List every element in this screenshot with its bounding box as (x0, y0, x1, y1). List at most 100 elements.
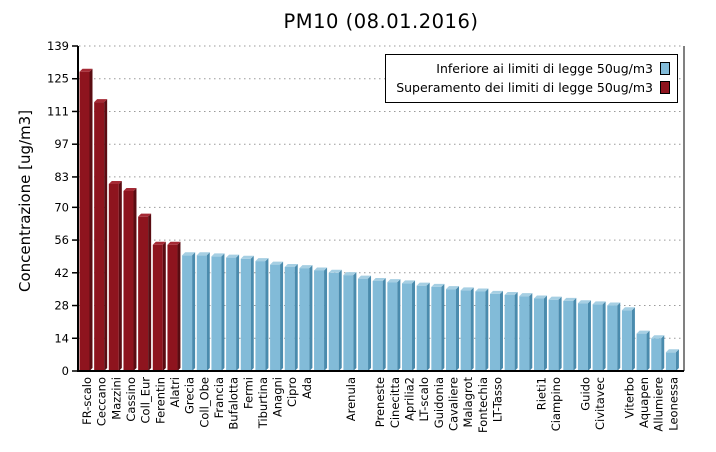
bar-top (548, 296, 562, 300)
bar-top (446, 286, 459, 290)
bar-side (353, 272, 357, 371)
bar-top (636, 330, 650, 334)
bar-Cavaliere (446, 286, 459, 371)
bar-unlabeled-34 (563, 297, 577, 371)
x-tick-label: FR-scalo (80, 377, 94, 425)
bar-side (499, 290, 503, 371)
bar-top (358, 275, 372, 279)
legend-row-above-limit: Superamento dei limiti di legge 50ug/m3 (396, 78, 670, 97)
x-tick-label: Guido (578, 377, 592, 411)
bar-Civitavec (592, 301, 606, 371)
bar-side (177, 241, 181, 371)
bar-face (211, 256, 222, 371)
bar-top (607, 302, 621, 306)
bar-top (651, 335, 665, 339)
bar-face (387, 282, 398, 371)
y-tick-label: 83 (54, 170, 69, 184)
bar-side (192, 252, 196, 371)
bar-face (314, 270, 325, 371)
bar-top (387, 279, 401, 283)
bar-side (412, 280, 416, 371)
bar-top (372, 277, 386, 281)
bar-top (152, 241, 166, 245)
bar-side (221, 253, 225, 371)
bar-unlabeled-37 (607, 302, 621, 371)
x-tick-label: Francia (212, 377, 226, 418)
bar-top (270, 261, 284, 265)
bar-face (196, 255, 207, 371)
bar-Malagrot (460, 287, 474, 371)
bar-side (148, 213, 152, 371)
bar-Aquapen (636, 330, 650, 371)
x-tick-label: Alatri (168, 377, 182, 408)
bar-top (621, 307, 635, 311)
bar-top (255, 258, 269, 262)
bar-side (543, 295, 547, 371)
legend-swatch-below-limit (660, 62, 670, 75)
x-tick-label: LT-Tasso (490, 377, 504, 422)
bar-side (338, 269, 342, 371)
bar-top (504, 292, 518, 296)
bar-top (563, 297, 577, 301)
y-tick-label: 56 (54, 233, 69, 247)
bar-face (592, 304, 603, 371)
bar-top (123, 187, 137, 191)
bar-LT-scalo (416, 282, 430, 371)
bar-top (475, 288, 489, 292)
bar-face (651, 338, 662, 371)
bar-side (397, 279, 401, 371)
bar-side (236, 254, 240, 371)
x-tick-label: Civitavec (593, 377, 607, 430)
bar-face (460, 290, 471, 371)
bar-face (108, 183, 119, 371)
y-tick-label: 125 (47, 72, 69, 86)
bar-top (431, 283, 445, 287)
x-tick-label: Viterbo (622, 377, 636, 418)
bar-Leonessa (665, 349, 679, 371)
bar-top (402, 280, 416, 284)
bar-Allumiere (651, 335, 665, 371)
bar-Ceccano (94, 99, 108, 371)
bar-side (470, 287, 474, 371)
bar-side (324, 267, 328, 371)
bar-side (309, 265, 313, 371)
bar-side (514, 292, 518, 371)
bar-unlabeled-30 (504, 292, 518, 371)
y-tick-label: 28 (54, 299, 69, 313)
x-tick-label: Tiburtina (256, 377, 270, 429)
bar-side (280, 261, 284, 371)
bar-Tiburtina (255, 258, 269, 371)
x-tick-label: Ciampino (549, 377, 563, 431)
bar-side (89, 68, 93, 371)
bar-face (533, 298, 544, 371)
bar-side (661, 335, 665, 371)
bar-face (548, 299, 559, 371)
bar-top (328, 269, 342, 273)
y-tick-label: 70 (54, 200, 69, 214)
bar-Bufalotta (226, 254, 240, 371)
bar-side (617, 302, 621, 371)
bar-Mazzini (108, 180, 122, 371)
x-tick-label: Cassino (124, 377, 138, 422)
bar-face (665, 352, 676, 371)
x-tick-label: Aquapen (637, 377, 651, 428)
bar-top (108, 180, 122, 184)
bar-Guidonia (431, 283, 445, 371)
bar-side (441, 283, 445, 371)
bar-side (426, 282, 430, 371)
bar-Aprilia2 (402, 280, 416, 371)
x-tick-label: Malagrot (461, 377, 475, 428)
bar-face (284, 266, 295, 371)
bar-top (196, 252, 210, 256)
x-tick-label: Fermi (241, 377, 255, 409)
bar-side (382, 277, 386, 371)
bar-face (504, 295, 515, 371)
bar-face (563, 300, 574, 371)
legend-row-below-limit: Inferiore ai limiti di legge 50ug/m3 (396, 59, 670, 78)
bar-Ada (299, 265, 313, 371)
x-tick-label: Ada (300, 377, 314, 399)
legend-swatch-above-limit (660, 81, 670, 94)
bar-Alatri (167, 241, 181, 371)
bar-Coll_Obe (196, 252, 210, 371)
bar-side (631, 307, 635, 371)
